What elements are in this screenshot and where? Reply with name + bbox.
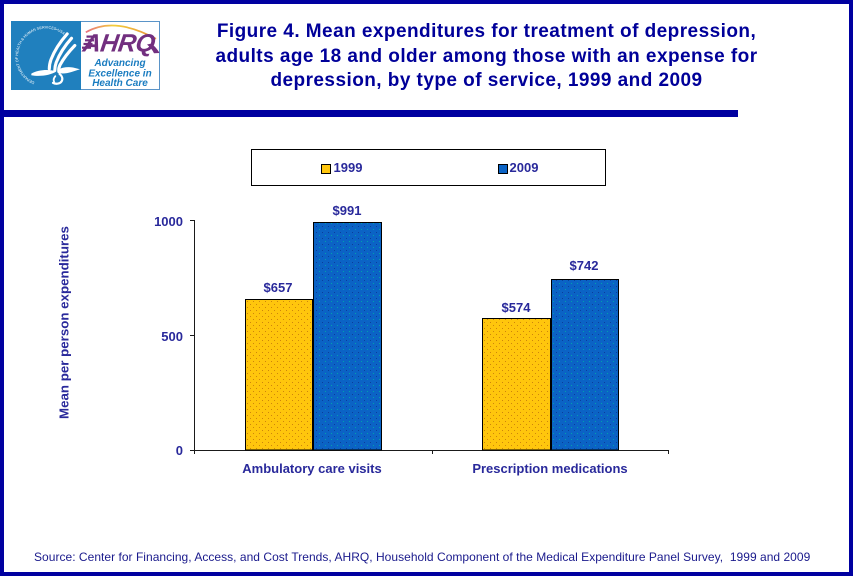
svg-text:Advancing: Advancing bbox=[93, 58, 145, 69]
svg-text:Health Care: Health Care bbox=[92, 78, 148, 89]
svg-text:Excellence in: Excellence in bbox=[88, 69, 151, 80]
svg-text:AHRQ: AHRQ bbox=[80, 30, 157, 58]
